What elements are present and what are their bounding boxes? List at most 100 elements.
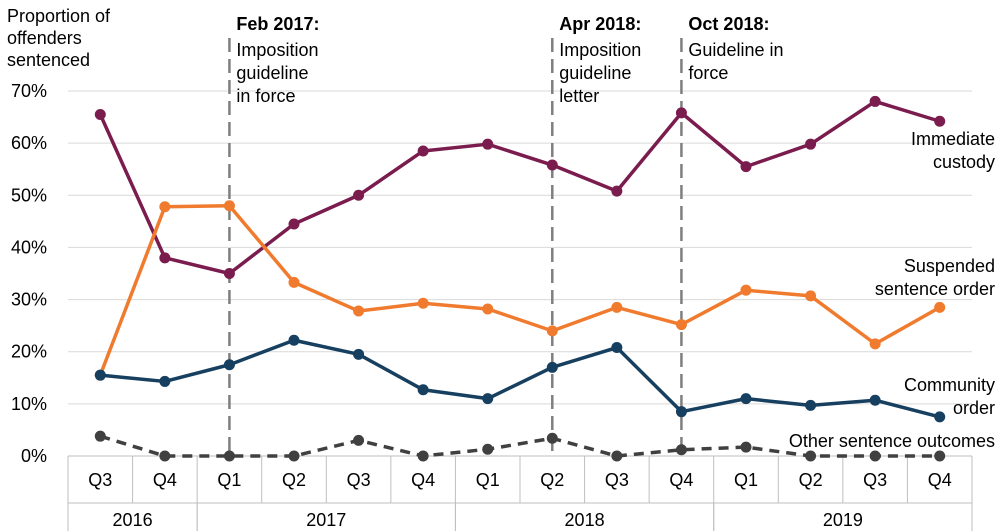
x-tick-label: Q2 [540, 470, 564, 490]
data-point [934, 115, 946, 127]
series-label: Immediate [911, 129, 995, 149]
year-label: 2019 [823, 510, 863, 530]
annotation-text: guideline [559, 63, 631, 83]
data-point [740, 161, 752, 173]
annotation-text: force [688, 63, 728, 83]
x-tick-label: Q1 [476, 470, 500, 490]
series-line [98, 99, 941, 276]
data-point [482, 138, 494, 150]
data-point [159, 201, 171, 213]
x-tick-label: Q3 [605, 470, 629, 490]
data-point [417, 450, 429, 462]
y-axis: 0% 10% 20% 30% 40% 50% 60% 70% Proportion ofoffe… [7, 6, 111, 466]
series-label: Other sentence outcomes [789, 431, 995, 451]
x-tick-label: Q2 [799, 470, 823, 490]
y-tick-label: 70% [11, 81, 47, 101]
x-tick-label: Q2 [282, 470, 306, 490]
series-label: sentence order [875, 279, 995, 299]
data-point [546, 159, 558, 171]
annotation-title: Apr 2018: [559, 14, 641, 34]
y-axis-title: offenders [7, 28, 82, 48]
data-point [223, 268, 235, 279]
data-point [482, 393, 494, 405]
data-point [805, 290, 817, 302]
annotation-title: Oct 2018: [688, 14, 769, 34]
data-point [740, 441, 752, 453]
x-tick-label: Q4 [411, 470, 435, 490]
annotation-labels: Feb 2017: Imposition guideline in force Apr … [236, 14, 995, 451]
x-tick-label: Q3 [863, 470, 887, 490]
x-tick-label: Q1 [217, 470, 241, 490]
series-group [94, 95, 946, 462]
data-point [353, 348, 365, 360]
data-point [934, 411, 946, 423]
annotation-title: Feb 2017: [236, 14, 319, 34]
data-point [740, 284, 752, 296]
annotation-text: in force [236, 86, 295, 106]
data-point [675, 444, 687, 456]
data-point [482, 303, 494, 315]
data-point [482, 443, 494, 455]
x-tick-label: Q4 [928, 470, 952, 490]
x-tick-label: Q4 [669, 470, 693, 490]
x-tick-label: Q1 [734, 470, 758, 490]
annotation-text: Guideline in [688, 40, 783, 60]
data-point [94, 108, 106, 120]
data-point [934, 450, 946, 462]
data-point [159, 450, 171, 462]
annotation-text: guideline [236, 63, 308, 83]
y-tick-label: 40% [11, 237, 47, 257]
data-point [417, 384, 429, 396]
data-point [159, 375, 171, 387]
data-point [288, 450, 300, 462]
data-point [546, 432, 558, 444]
data-point [417, 297, 429, 309]
data-point [288, 334, 300, 346]
series-line [98, 203, 941, 376]
y-tick-label: 0% [21, 446, 47, 466]
data-point [288, 276, 300, 288]
data-point [805, 450, 817, 462]
series-label: Suspended [904, 256, 995, 276]
year-label: 2017 [306, 510, 346, 530]
data-point [223, 359, 235, 371]
data-point [869, 338, 881, 350]
data-point [223, 450, 235, 462]
data-point [740, 393, 752, 405]
y-tick-label: 60% [11, 133, 47, 153]
y-tick-label: 50% [11, 185, 47, 205]
data-point [546, 325, 558, 337]
data-point [611, 450, 623, 462]
series-line [99, 434, 940, 458]
data-point [869, 394, 881, 406]
y-tick-label: 20% [11, 342, 47, 362]
data-point [611, 185, 623, 197]
series-label: custody [933, 152, 995, 172]
data-point [805, 399, 817, 411]
data-point [353, 305, 365, 317]
data-point [611, 342, 623, 354]
annotation-text: letter [559, 86, 599, 106]
data-point [159, 252, 171, 264]
series-line [100, 338, 941, 419]
series-label: Community [904, 375, 995, 395]
y-axis-title: Proportion of [7, 6, 111, 26]
data-point [288, 218, 300, 230]
data-point [675, 406, 687, 418]
x-tick-label: Q3 [347, 470, 371, 490]
data-point [94, 430, 106, 442]
data-point [353, 434, 365, 446]
data-point [611, 301, 623, 313]
y-axis-title: sentenced [7, 50, 90, 70]
annotation-text: Imposition [236, 40, 318, 60]
gridlines [68, 90, 972, 457]
data-point [223, 200, 235, 212]
data-point [353, 189, 365, 201]
y-tick-label: 30% [11, 290, 47, 310]
year-label: 2018 [565, 510, 605, 530]
y-tick-label: 10% [11, 394, 47, 414]
data-point [869, 450, 881, 462]
year-label: 2016 [113, 510, 153, 530]
